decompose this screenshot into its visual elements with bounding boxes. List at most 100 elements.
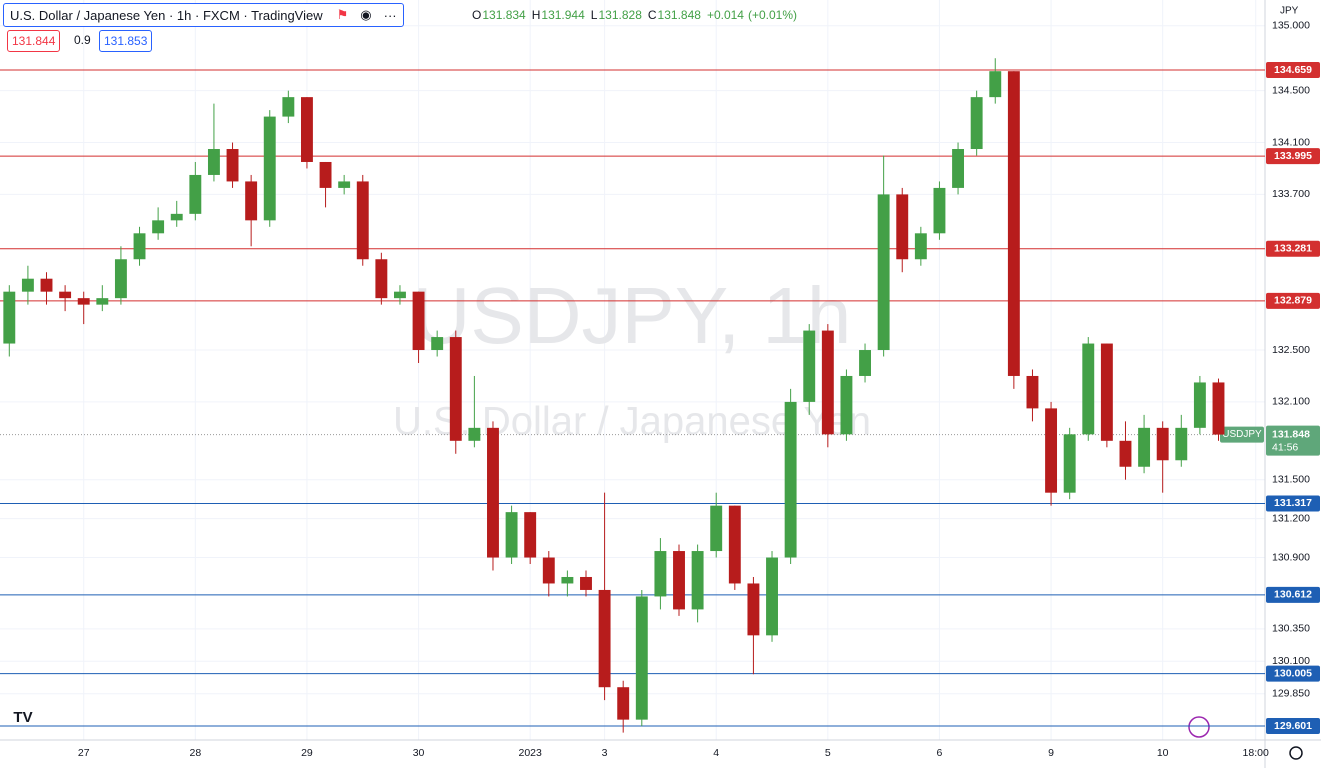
level-label-box <box>1266 240 1320 257</box>
candle-body <box>59 291 72 299</box>
candle-body <box>914 233 927 260</box>
level-label-box <box>1266 495 1320 512</box>
candles <box>3 58 1225 733</box>
y-tick-label: 130.900 <box>1272 551 1310 563</box>
candle-body <box>133 233 146 260</box>
candle-body <box>449 337 462 441</box>
y-tick-label: 130.350 <box>1272 623 1310 635</box>
candle-body <box>375 259 388 299</box>
x-tick-label: 2023 <box>519 747 543 759</box>
candle-body <box>40 278 53 292</box>
candle-body <box>1026 375 1039 409</box>
candle-body <box>654 551 667 597</box>
last-price-box <box>1266 425 1320 456</box>
ohlc-label: L <box>590 8 598 22</box>
candle-body <box>431 337 444 351</box>
x-tick-label: 30 <box>413 747 425 759</box>
y-tick-label: 131.200 <box>1272 512 1310 524</box>
candle-body <box>933 187 946 234</box>
level-label: 130.612 <box>1274 589 1312 601</box>
candle-body <box>673 551 685 610</box>
level-label: 130.005 <box>1274 667 1312 679</box>
candle-body <box>1063 434 1076 493</box>
x-tick-label: 5 <box>825 747 831 759</box>
eye-icon[interactable]: ◉ <box>360 7 372 22</box>
candle-body <box>691 551 704 610</box>
level-label: 133.995 <box>1274 150 1312 162</box>
x-tick-label: 27 <box>78 747 90 759</box>
ohlc-value: 131.848 <box>657 8 701 22</box>
y-tick-label: 134.500 <box>1272 84 1310 96</box>
candle-body <box>505 512 518 558</box>
ohlc-value: 131.834 <box>482 8 526 22</box>
countdown: 41:56 <box>1272 441 1298 453</box>
candle-body <box>356 181 369 260</box>
candle-body <box>412 291 425 351</box>
level-label-box <box>1266 292 1320 309</box>
change: +0.014 <box>706 8 744 22</box>
x-tick-label: 10 <box>1157 747 1169 759</box>
ohlc-value: 131.944 <box>541 8 585 22</box>
level-label-box <box>1266 586 1320 603</box>
candle-body <box>784 401 797 558</box>
candle-body <box>1212 382 1225 435</box>
ohlc-label: C <box>647 8 657 22</box>
ask-box[interactable]: 131.853 <box>99 30 153 52</box>
candle-body <box>710 505 723 552</box>
candle-body <box>319 161 332 188</box>
y-tick-label: 135.000 <box>1272 20 1310 32</box>
last-price-value: 131.848 <box>1272 428 1310 440</box>
candle-body <box>803 330 816 402</box>
bid-box[interactable]: 131.844 <box>7 30 61 52</box>
level-label-box <box>1266 665 1320 682</box>
candle-body <box>1007 71 1020 376</box>
candle-body <box>338 181 351 188</box>
candle-body <box>207 149 220 175</box>
candle-body <box>3 291 16 344</box>
candle-body <box>114 259 127 299</box>
candle-body <box>226 149 239 182</box>
candle-body <box>1193 382 1206 428</box>
candle-body <box>170 213 183 221</box>
ohlc-value: 131.828 <box>598 8 642 22</box>
candle-body <box>394 291 406 299</box>
more-icon[interactable]: ··· <box>383 7 397 23</box>
candle-body <box>468 427 481 441</box>
y-tick-label: 133.700 <box>1272 188 1310 200</box>
level-label: 131.317 <box>1274 497 1312 509</box>
x-tick-label: 18:00 <box>1243 747 1269 759</box>
ohlc-values: O131.834 H131.944 L131.828 C131.848 +0.014 (+… <box>472 8 798 22</box>
candle-body <box>152 220 165 234</box>
candle-body <box>1138 427 1151 467</box>
symbol-header[interactable]: U.S. Dollar / Japanese Yen · 1h · FXCM ·… <box>3 3 404 27</box>
settings-icon[interactable] <box>1289 746 1303 760</box>
flag-icon[interactable]: ⚑ <box>336 7 349 22</box>
candle-body <box>952 149 965 188</box>
x-tick-label: 9 <box>1048 747 1054 759</box>
svg-text:TV: TV <box>13 709 32 726</box>
candle-body <box>245 181 258 221</box>
axis-label: JPY <box>1280 6 1299 17</box>
level-label: 129.601 <box>1274 720 1312 732</box>
candle-body <box>580 576 592 590</box>
x-tick-label: 28 <box>189 747 201 759</box>
y-tick-label: 134.100 <box>1272 136 1310 148</box>
candle-body <box>96 298 109 305</box>
candle-body <box>1082 343 1095 435</box>
tv-logo: TV <box>8 706 38 730</box>
level-label-box <box>1266 148 1320 165</box>
candle-body <box>896 194 909 260</box>
candle-body <box>617 687 630 720</box>
last-price-name-box <box>1220 426 1264 443</box>
candle-body <box>21 278 34 292</box>
last-price-name: USDJPY <box>1222 429 1262 440</box>
alert-icon[interactable] <box>1188 716 1210 738</box>
symbol-title: U.S. Dollar / Japanese Yen · 1h · FXCM ·… <box>10 7 323 23</box>
x-tick-label: 4 <box>713 747 719 759</box>
candle-body <box>728 505 741 584</box>
candle-body <box>542 557 555 584</box>
candle-body <box>1100 343 1113 441</box>
candle-body <box>766 557 778 636</box>
grid <box>0 0 1265 740</box>
